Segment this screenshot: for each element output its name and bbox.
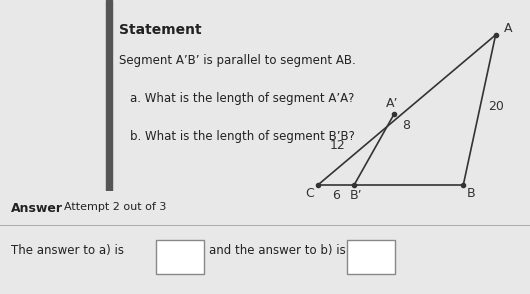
- Text: B’: B’: [350, 189, 363, 202]
- Text: A’: A’: [386, 97, 399, 110]
- Text: and the answer to b) is: and the answer to b) is: [209, 244, 346, 257]
- Text: 12: 12: [330, 139, 346, 152]
- Bar: [347, 240, 395, 274]
- Bar: [106, 0, 112, 191]
- Text: Statement: Statement: [119, 23, 202, 37]
- Text: A: A: [504, 21, 512, 34]
- Text: 8: 8: [403, 119, 411, 132]
- Text: Segment A’B’ is parallel to segment AB.: Segment A’B’ is parallel to segment AB.: [119, 54, 356, 66]
- Text: The answer to a) is: The answer to a) is: [11, 244, 123, 257]
- Text: C: C: [305, 187, 314, 200]
- Text: B: B: [467, 187, 475, 200]
- Text: b. What is the length of segment B’B?: b. What is the length of segment B’B?: [130, 130, 355, 143]
- Text: a. What is the length of segment A’A?: a. What is the length of segment A’A?: [130, 92, 354, 105]
- Text: Attempt 2 out of 3: Attempt 2 out of 3: [64, 202, 166, 212]
- Text: Answer: Answer: [11, 202, 63, 216]
- Bar: [156, 240, 204, 274]
- Text: 20: 20: [488, 100, 504, 113]
- Text: 6: 6: [332, 189, 340, 202]
